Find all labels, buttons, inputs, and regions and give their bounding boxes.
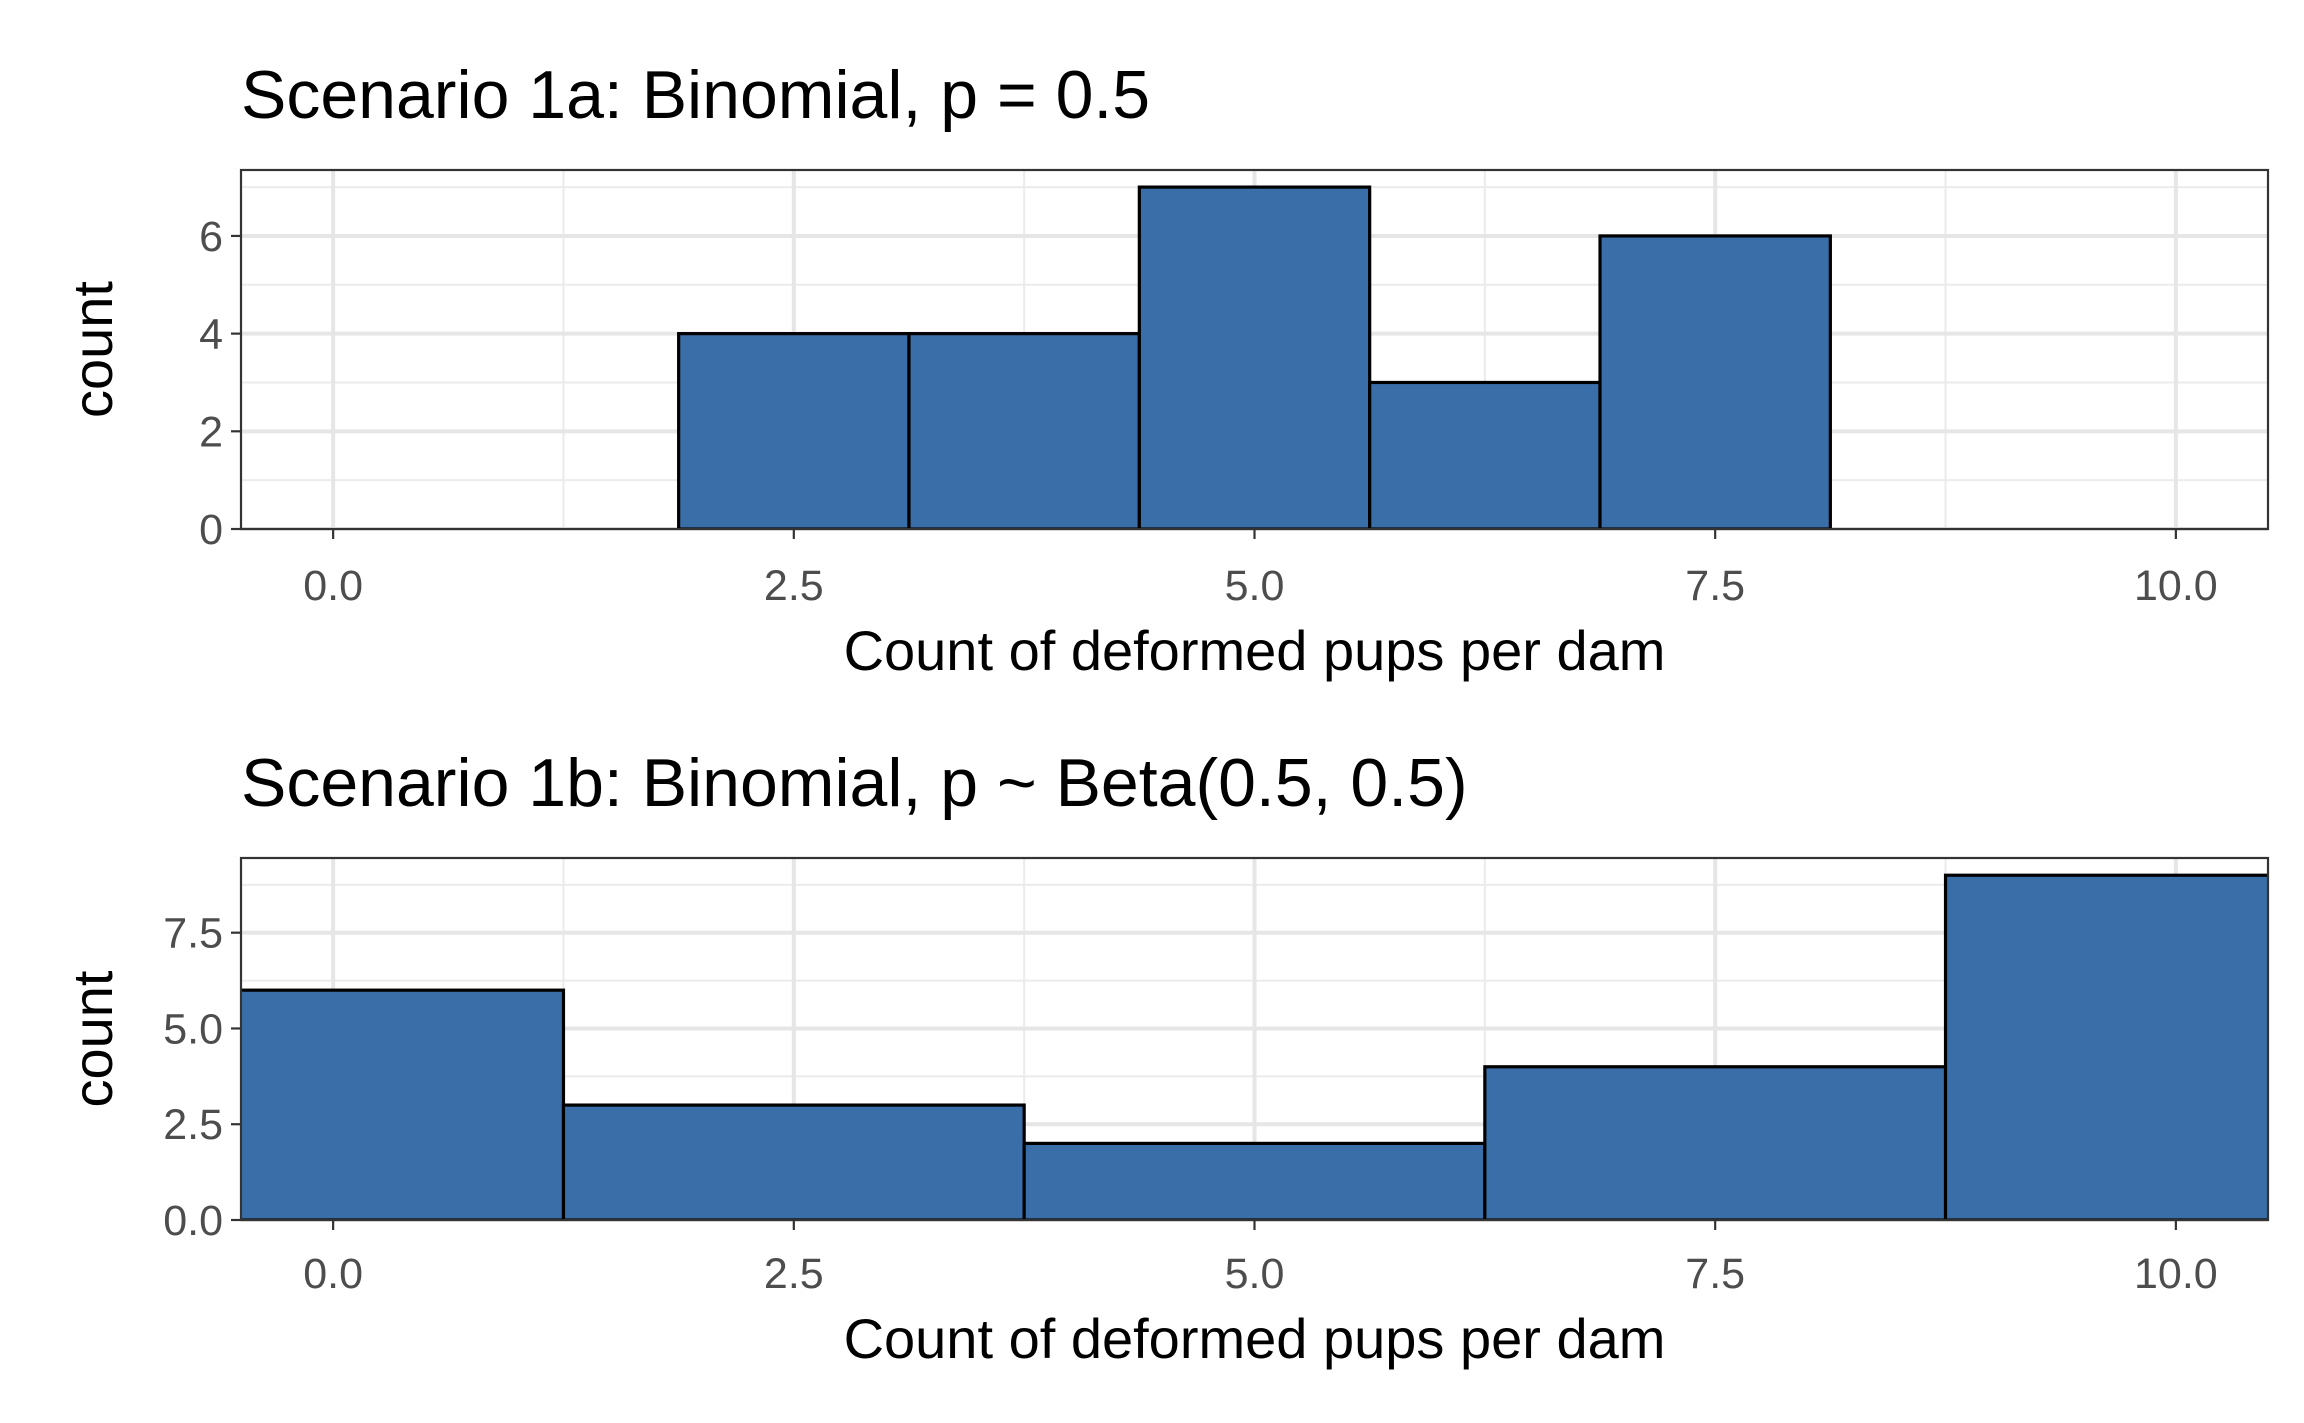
histogram-bar-2 [561, 1103, 1026, 1220]
chart-title: Scenario 1a: Binomial, p = 0.5 [241, 57, 1150, 133]
histogram-bars [241, 873, 2268, 1220]
x-tick-label: 7.5 [1685, 1250, 1745, 1298]
x-tick-label: 5.0 [1225, 1250, 1285, 1298]
y-axis-title: count [61, 281, 124, 418]
y-tick-label: 5.0 [163, 1005, 223, 1053]
x-tick-label: 0.0 [303, 1250, 363, 1298]
y-tick-label: 0.0 [163, 1197, 223, 1245]
histogram-bar-1 [241, 988, 566, 1220]
x-axis-title: Count of deformed pups per dam [844, 619, 1666, 682]
y-axis-title: count [61, 970, 124, 1107]
y-tick-label: 6 [199, 213, 223, 261]
y-tick-label: 2.5 [163, 1101, 223, 1149]
x-axis-title: Count of deformed pups per dam [844, 1307, 1666, 1370]
histogram-bar-4 [1483, 1065, 1948, 1220]
y-tick-label: 2 [199, 408, 223, 456]
x-tick-label: 10.0 [2134, 562, 2218, 610]
histogram-bar-1 [677, 332, 911, 529]
y-tick-label: 7.5 [163, 910, 223, 958]
histogram-bar-3 [1022, 1141, 1487, 1220]
panel-2: 0.0 2.5 5.0 7.5 10.0 0.0 2.5 5.0 7.5 Scenario 1b:… [61, 745, 2270, 1370]
x-tick-label: 0.0 [303, 562, 363, 610]
y-tick-label: 4 [199, 311, 223, 359]
x-tick-label: 7.5 [1685, 562, 1745, 610]
x-tick-label: 5.0 [1225, 562, 1285, 610]
x-tick-label: 10.0 [2134, 1250, 2218, 1298]
histogram-bars [677, 185, 1832, 529]
histogram-bar-3 [1137, 185, 1372, 529]
histogram-bar-5 [1943, 873, 2268, 1220]
x-tick-label: 2.5 [764, 562, 824, 610]
histogram-bar-5 [1598, 234, 1832, 529]
x-tick-label: 2.5 [764, 1250, 824, 1298]
histogram-bar-2 [907, 332, 1141, 529]
panel-1: 0.0 2.5 5.0 7.5 10.0 0 2 4 6 Scenario 1a: Binomia… [61, 57, 2270, 682]
histogram-bar-4 [1368, 380, 1602, 529]
y-tick-label: 0 [199, 506, 223, 554]
chart-title: Scenario 1b: Binomial, p ~ Beta(0.5, 0.5… [241, 745, 1468, 821]
